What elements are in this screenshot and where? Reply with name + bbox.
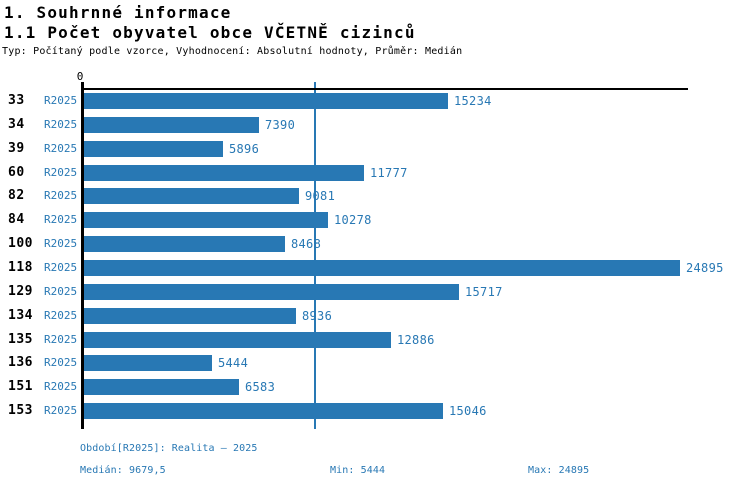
chart-title: 1.1 Počet obyvatel obce VČETNĚ cizinců (4, 23, 416, 42)
row-series-label: R2025 (44, 118, 78, 131)
bar (81, 355, 212, 371)
bar-value-label: 5444 (218, 356, 249, 370)
bar-value-label: 6583 (245, 380, 276, 394)
row-series-label: R2025 (44, 261, 78, 274)
bar (81, 93, 448, 109)
bar (81, 141, 223, 157)
row-category-label: 84 (8, 212, 25, 227)
row-category-label: 34 (8, 117, 25, 132)
bar-value-label: 8936 (302, 309, 333, 323)
median-reference-line (314, 82, 316, 429)
bar (81, 379, 239, 395)
row-category-label: 39 (8, 141, 25, 156)
bar-value-label: 11777 (370, 166, 408, 180)
row-series-label: R2025 (44, 213, 78, 226)
bar-value-label: 24895 (686, 261, 724, 275)
footer-max: Max: 24895 (528, 465, 590, 476)
chart-meta-line: Typ: Počítaný podle vzorce, Vyhodnocení:… (2, 46, 463, 57)
row-category-label: 100 (8, 236, 33, 251)
bar-value-label: 12886 (397, 333, 435, 347)
bar (81, 188, 299, 204)
footer-median: Medián: 9679,5 (80, 465, 166, 476)
bar-value-label: 7390 (265, 118, 296, 132)
row-series-label: R2025 (44, 309, 78, 322)
row-series-label: R2025 (44, 333, 78, 346)
bar (81, 332, 391, 348)
bar (81, 284, 459, 300)
bar-value-label: 9081 (305, 189, 336, 203)
bar (81, 308, 296, 324)
row-category-label: 129 (8, 284, 33, 299)
row-series-label: R2025 (44, 404, 78, 417)
row-category-label: 153 (8, 403, 33, 418)
bar-value-label: 8468 (291, 237, 322, 251)
bar-value-label: 15046 (449, 404, 487, 418)
row-series-label: R2025 (44, 142, 78, 155)
bar (81, 403, 443, 419)
row-series-label: R2025 (44, 380, 78, 393)
row-category-label: 134 (8, 308, 33, 323)
row-category-label: 118 (8, 260, 33, 275)
row-series-label: R2025 (44, 189, 78, 202)
row-series-label: R2025 (44, 285, 78, 298)
footer-period: Období[R2025]: Realita – 2025 (80, 443, 258, 454)
bar (81, 212, 328, 228)
bar (81, 117, 259, 133)
bar (81, 260, 680, 276)
row-series-label: R2025 (44, 356, 78, 369)
bar (81, 236, 285, 252)
row-category-label: 33 (8, 93, 25, 108)
row-series-label: R2025 (44, 94, 78, 107)
bar-value-label: 15234 (454, 94, 492, 108)
x-axis (81, 88, 688, 90)
bar-value-label: 15717 (465, 285, 503, 299)
row-series-label: R2025 (44, 166, 78, 179)
x-axis-zero-tick-label: 0 (76, 70, 84, 83)
footer-min: Min: 5444 (330, 465, 386, 476)
bar-value-label: 5896 (229, 142, 260, 156)
row-series-label: R2025 (44, 237, 78, 250)
row-category-label: 151 (8, 379, 33, 394)
row-category-label: 136 (8, 355, 33, 370)
row-category-label: 135 (8, 332, 33, 347)
bar-value-label: 10278 (334, 213, 372, 227)
bar (81, 165, 364, 181)
report-title: 1. Souhrnné informace (4, 3, 232, 22)
y-axis (81, 82, 84, 429)
row-category-label: 82 (8, 188, 25, 203)
row-category-label: 60 (8, 165, 25, 180)
